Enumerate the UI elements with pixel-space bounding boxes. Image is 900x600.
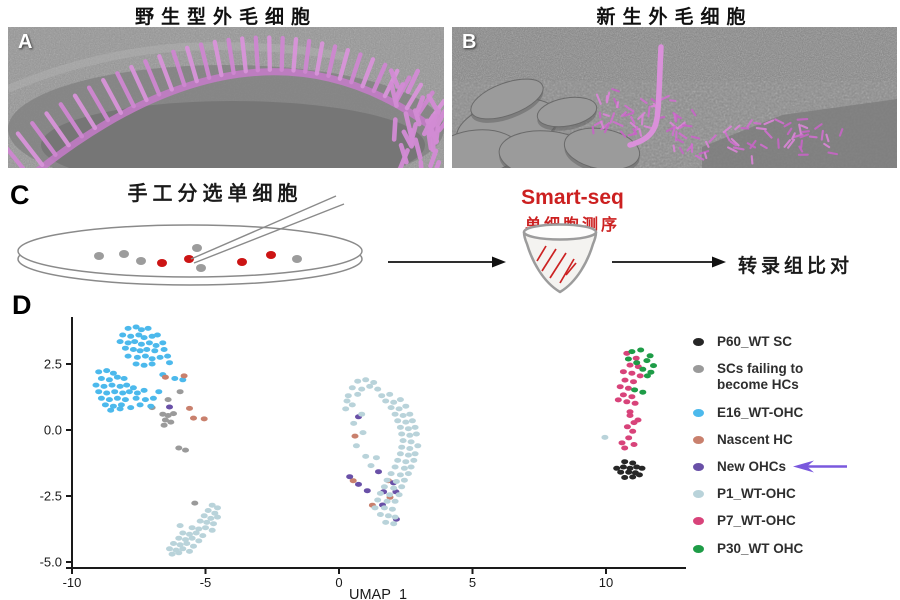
arrow-right-icon [388, 256, 506, 268]
pipette-icon [190, 195, 345, 264]
sample-hatch-icon [536, 245, 577, 284]
legend-item: New OHCs [693, 459, 898, 475]
series-new-ohcs [166, 404, 400, 522]
legend-label: P1_WT-OHC [717, 486, 796, 502]
panel-b-label: B [462, 31, 477, 53]
x-tick-label: -5 [200, 575, 212, 590]
dish-cell-gray [136, 257, 146, 265]
legend-label: P7_WT-OHC [717, 513, 796, 529]
transcriptome-comparison-label: 转录组比对 [738, 256, 854, 277]
legend-item: P7_WT-OHC [693, 513, 898, 529]
dish-cell-red [157, 259, 167, 267]
legend-item: Nascent HC [693, 432, 898, 448]
x-tick-label: 10 [599, 575, 613, 590]
panel-a-title: 野生型外毛细胞 [134, 7, 317, 28]
series-p30-wt-ohc [624, 347, 657, 395]
x-tick-label: -10 [63, 575, 82, 590]
panel-d-label: D [12, 290, 32, 320]
legend-label: P30_WT OHC [717, 540, 804, 556]
new-ohcs-arrow-icon [793, 460, 848, 473]
legend-label: P60_WT SC [717, 334, 793, 349]
legend-label: New OHCs [717, 458, 787, 474]
panel-b-sem-image [452, 27, 897, 168]
tube-icon [522, 223, 598, 294]
series-scs-failing-to-become-hcs [148, 389, 199, 506]
dish-cell-gray [192, 244, 202, 252]
series-p7-wt-ohc [614, 350, 644, 451]
dish-cell-gray [196, 264, 206, 272]
y-tick-label: -2.5 [40, 489, 62, 504]
arrow-right-icon [612, 256, 726, 268]
panel-a-label: A [18, 31, 33, 53]
umap-plot: -10 -5 0 5 10 2.5 0.0 -2.5 -5.0 UMAP_1 [40, 317, 686, 600]
manual-picking-title: 手工分选单细胞 [127, 183, 303, 205]
legend-dot-icon [693, 544, 704, 553]
panel-b-title: 新生外毛细胞 [596, 7, 753, 28]
y-tick-label: -5.0 [40, 555, 62, 570]
dish-cell-gray [292, 255, 302, 263]
series-p60-wt-sc [613, 459, 646, 480]
dish-cell-gray [119, 250, 129, 258]
legend-label: E16_WT-OHC [717, 404, 804, 420]
dish-cell-red [266, 251, 276, 259]
x-tick-label: 0 [335, 575, 342, 590]
smartseq-label: Smart-seq [521, 186, 624, 209]
x-axis-title: UMAP_1 [349, 587, 407, 600]
x-tick-label: 5 [469, 575, 476, 590]
dish-cell-red [184, 255, 194, 263]
legend-label: SCs failing to become HCs [717, 361, 804, 393]
legend-item: P30_WT OHC [693, 541, 898, 557]
workflow-schematic [17, 195, 726, 294]
series-e16-wt-ohc [92, 324, 187, 413]
legend-label: Nascent HC [717, 431, 793, 447]
legend-dot-icon [693, 435, 704, 444]
legend-dot-icon [693, 462, 704, 471]
dish-cell-red [237, 258, 247, 266]
legend-dot-icon [693, 338, 704, 346]
legend-dot-icon [693, 365, 704, 374]
panel-a-sem-image [8, 27, 444, 168]
legend-item: SCs failing to become HCs [693, 361, 898, 393]
dish-cell-gray [94, 252, 104, 260]
legend-item: E16_WT-OHC [693, 405, 898, 421]
plot-legend: P60_WT SC SCs failing to become HCs E16_WT… [693, 334, 898, 568]
series-p1-wt-ohc [166, 377, 609, 557]
y-tick-label: 2.5 [44, 357, 62, 372]
legend-dot-icon [693, 490, 704, 499]
panel-c-label: C [10, 180, 30, 210]
legend-item: P1_WT-OHC [693, 486, 898, 502]
legend-dot-icon [693, 517, 704, 526]
legend-dot-icon [693, 408, 704, 417]
y-tick-label: 0.0 [44, 423, 62, 438]
legend-item: P60_WT SC [693, 334, 898, 350]
